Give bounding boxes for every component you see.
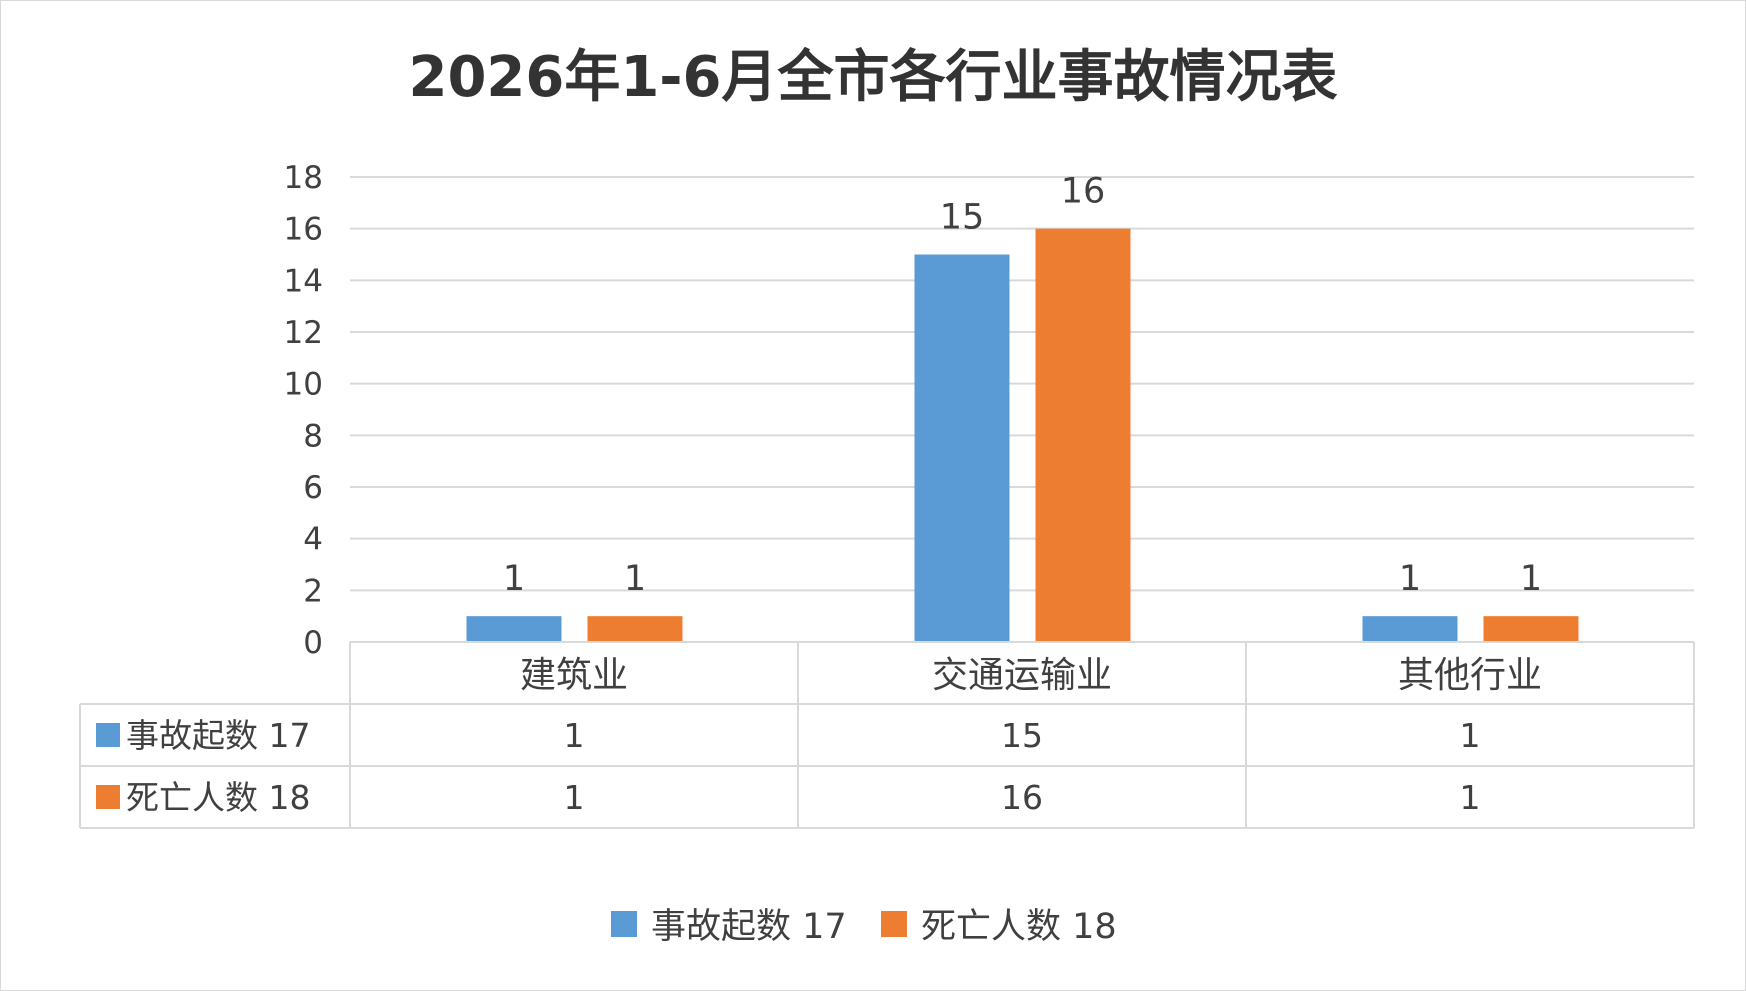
table-cell-value: 1 — [564, 716, 585, 755]
y-tick-label: 12 — [284, 315, 323, 351]
y-tick-label: 6 — [303, 470, 323, 506]
data-labels: 1 15 1 1 16 1 — [503, 172, 1542, 600]
y-axis-ticks: 0 2 4 6 8 10 12 14 16 18 — [284, 160, 323, 661]
bar — [466, 616, 562, 642]
legend-key — [611, 911, 637, 937]
chart-title: 2026年1-6月全市各行业事故情况表 — [408, 45, 1337, 110]
data-label: 1 — [1399, 559, 1421, 599]
data-label: 16 — [1061, 172, 1106, 212]
data-label: 1 — [503, 559, 525, 599]
bar — [587, 616, 683, 642]
data-label: 1 — [624, 559, 646, 599]
table-cell-value: 16 — [1001, 778, 1043, 817]
y-tick-label: 4 — [303, 522, 323, 558]
bar — [1362, 616, 1458, 642]
category-label: 建筑业 — [520, 655, 628, 696]
table-legend-key — [96, 785, 120, 809]
y-tick-label: 8 — [303, 418, 323, 454]
table-cell-value: 1 — [564, 778, 585, 817]
y-tick-label: 14 — [284, 263, 323, 299]
category-label: 其他行业 — [1398, 655, 1542, 696]
category-label: 交通运输业 — [932, 655, 1112, 696]
table-series-name: 事故起数 17 — [126, 716, 310, 755]
y-tick-label: 16 — [284, 212, 323, 248]
bar — [1483, 616, 1579, 642]
table-cell-value: 1 — [1460, 778, 1481, 817]
legend-label: 死亡人数 18 — [921, 907, 1117, 947]
bar — [914, 254, 1010, 642]
y-tick-label: 0 — [303, 625, 323, 661]
data-label: 1 — [1520, 559, 1542, 599]
legend: 事故起数 17 死亡人数 18 — [611, 907, 1117, 947]
y-tick-label: 2 — [303, 573, 323, 609]
gridlines — [350, 176, 1694, 592]
bar — [1035, 228, 1131, 642]
y-tick-label: 10 — [284, 367, 323, 403]
legend-label: 事故起数 17 — [651, 907, 847, 947]
bars — [466, 228, 1579, 642]
data-label: 15 — [940, 198, 985, 238]
table-legend-key — [96, 723, 120, 747]
legend-key — [881, 911, 907, 937]
table-cell-value: 15 — [1001, 716, 1043, 755]
y-tick-label: 18 — [284, 160, 323, 196]
table-series-name: 死亡人数 18 — [126, 778, 310, 817]
table-cell-value: 1 — [1460, 716, 1481, 755]
